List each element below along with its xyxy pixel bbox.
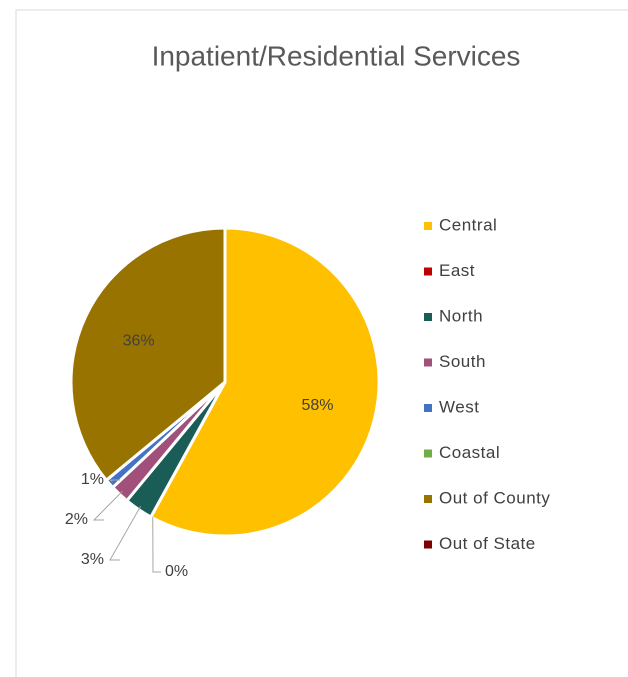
- pie-slice: [148, 226, 381, 538]
- legend-label: East: [439, 261, 475, 280]
- leader-line: [152, 513, 161, 573]
- legend-label: Out of State: [439, 534, 536, 553]
- legend-swatch: [424, 267, 432, 276]
- legend-swatch: [424, 404, 432, 412]
- legend-label: Central: [439, 215, 497, 234]
- leader-line: [92, 490, 123, 521]
- legend-swatch: [424, 495, 432, 503]
- data-label: 58%: [301, 397, 333, 414]
- legend-label: West: [439, 397, 479, 416]
- pie-slice: [69, 226, 227, 483]
- data-label: 3%: [81, 551, 104, 568]
- data-label: 0%: [165, 563, 188, 580]
- leader-line: [109, 479, 120, 482]
- chart-title: Inpatient/Residential Services: [152, 40, 521, 71]
- legend-swatch: [424, 540, 432, 549]
- legend-label: Out of County: [439, 488, 550, 507]
- legend-label: North: [439, 306, 483, 325]
- data-label: 2%: [65, 511, 88, 528]
- legend-label: South: [439, 352, 486, 371]
- legend-swatch: [424, 449, 432, 458]
- legend-swatch: [424, 358, 432, 367]
- legend-swatch: [424, 222, 432, 230]
- data-label: 36%: [123, 333, 155, 350]
- leader-line: [109, 505, 142, 561]
- data-label: 1%: [81, 471, 104, 488]
- legend-label: Coastal: [439, 443, 500, 462]
- legend-swatch: [424, 313, 432, 321]
